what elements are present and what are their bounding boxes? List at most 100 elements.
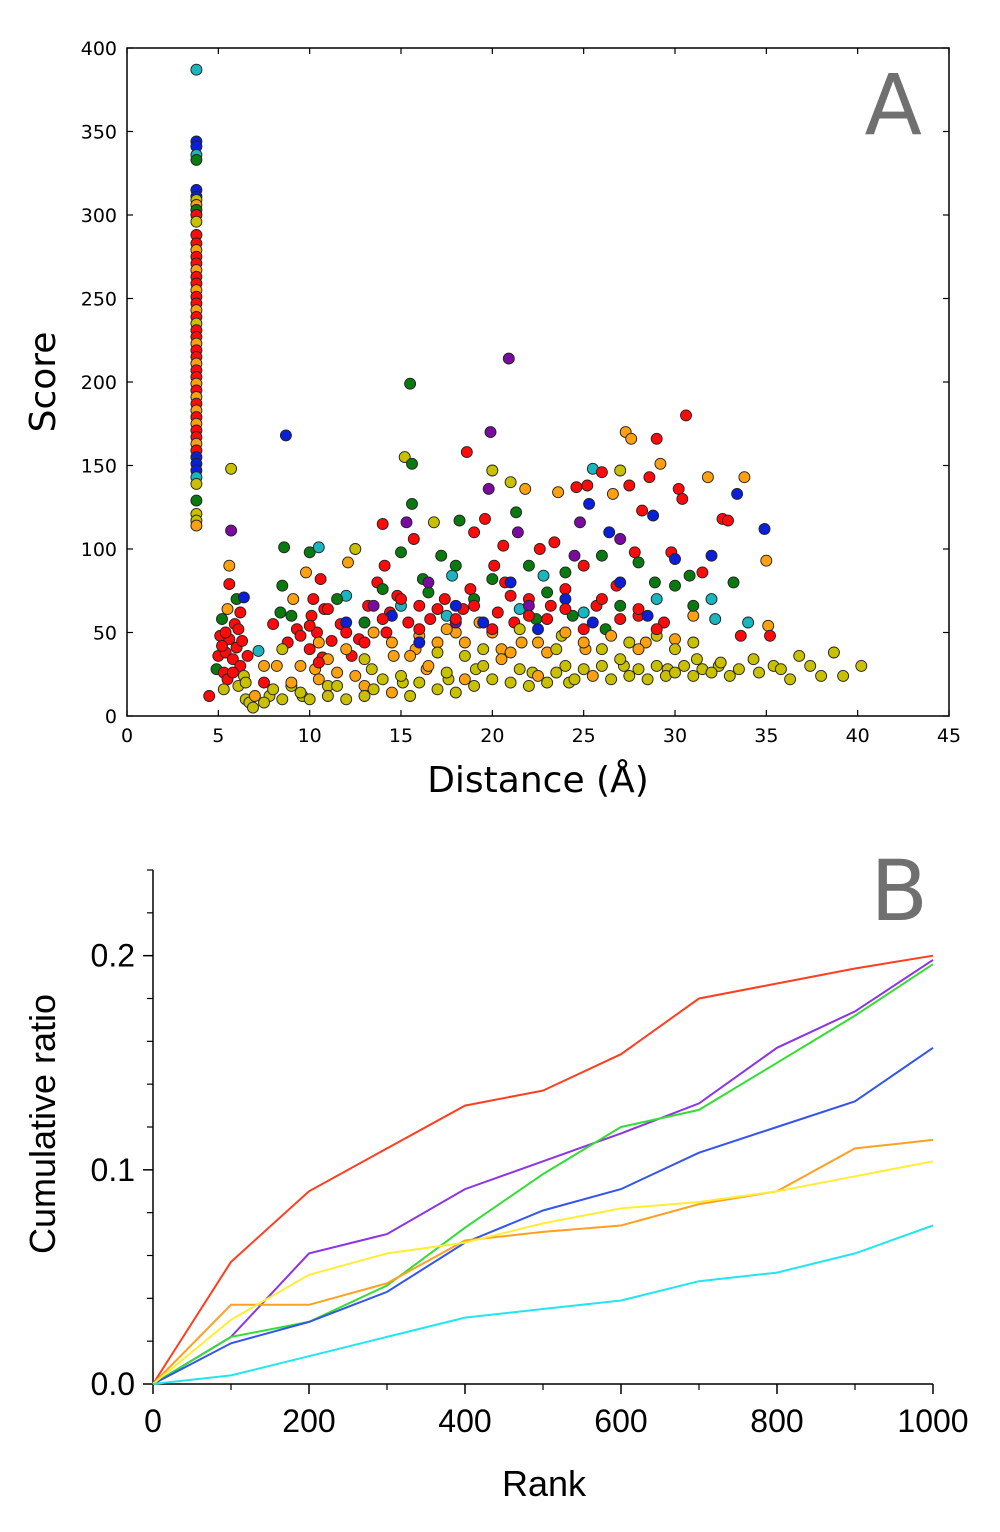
scatter-point: [274, 606, 287, 619]
scatter-point: [625, 432, 638, 445]
scatter-point: [358, 690, 371, 702]
scatter-point: [636, 504, 649, 517]
scatter-point: [658, 616, 670, 629]
scatter-point: [497, 539, 510, 552]
scatter-point: [648, 576, 661, 589]
x-tick-label-a: 40: [846, 725, 870, 747]
scatter-point: [449, 613, 462, 626]
scatter-point: [285, 609, 298, 622]
scatter-point: [331, 679, 344, 692]
scatter-point: [650, 593, 663, 606]
scatter-point: [643, 471, 656, 484]
scatter-point: [267, 683, 280, 696]
scatter-point: [753, 666, 765, 679]
scatter-point: [678, 659, 691, 672]
scatter-point: [479, 512, 491, 525]
scatter-point: [577, 663, 590, 676]
scatter-point: [815, 669, 828, 682]
scatter-point: [544, 599, 557, 612]
scatter-point: [458, 649, 471, 662]
scatter-point: [537, 569, 550, 582]
x-tick-label-a: 5: [212, 725, 224, 747]
y-axis-title-b: Cumulative ratio: [22, 994, 63, 1254]
scatter-point: [687, 636, 700, 649]
scatter-point: [764, 629, 776, 642]
scatter-point: [216, 613, 228, 626]
scatter-point: [312, 541, 325, 554]
x-tick-label-a: 45: [937, 725, 961, 747]
scatter-point: [241, 649, 254, 662]
scatter-point: [731, 487, 744, 500]
scatter-point: [404, 377, 417, 390]
series-line-6: [152, 1160, 934, 1385]
scatter-point: [449, 686, 462, 699]
scatter-point: [541, 613, 554, 626]
scatter-point: [325, 634, 338, 647]
scatter-point: [404, 649, 417, 662]
scatter-point: [639, 636, 652, 649]
scatter-point: [239, 676, 252, 689]
scatter-point: [586, 669, 599, 682]
scatter-point: [504, 589, 517, 602]
scatter-point: [376, 518, 389, 530]
scatter-point: [190, 153, 203, 166]
scatter-point: [687, 609, 700, 622]
scatter-point: [595, 643, 608, 656]
scatter-point: [614, 613, 627, 626]
scatter-point: [407, 533, 420, 545]
scatter-point: [276, 643, 289, 656]
scatter-point: [440, 666, 453, 679]
scatter-point: [431, 646, 444, 659]
axis-ticks-a: 0 5 10 15 20 25 30 35 40 45 0 50 100 150 200 250 300 350 4…: [81, 38, 961, 747]
scatter-point: [586, 616, 599, 629]
scatter-point: [742, 616, 755, 629]
scatter-point: [614, 599, 627, 612]
scatter-point: [486, 573, 499, 586]
scatter-point: [513, 663, 526, 676]
scatter-point: [680, 409, 692, 422]
scatter-point: [690, 653, 703, 666]
scatter-point: [606, 487, 619, 500]
scatter-point: [595, 549, 608, 562]
scatter-point: [365, 663, 378, 676]
scatter-point: [484, 426, 497, 439]
scatter-point: [380, 626, 393, 639]
scatter-point: [402, 616, 415, 629]
scatter-point: [248, 690, 261, 702]
scatter-point: [234, 606, 247, 619]
scatter-point: [568, 673, 581, 686]
scatter-point: [722, 514, 734, 527]
x-tick-label-a: 0: [121, 725, 133, 747]
axes-b: [152, 870, 933, 1385]
scatter-point: [559, 583, 572, 596]
scatter-point: [570, 481, 583, 494]
x-tick-label-b: 200: [282, 1403, 335, 1439]
scatter-point: [641, 673, 654, 686]
scatter-point: [427, 516, 440, 529]
scatter-point: [762, 619, 775, 632]
scatter-point: [696, 566, 709, 579]
scatter-points-layer: [190, 63, 868, 714]
scatter-point: [683, 569, 696, 582]
scatter-point: [404, 690, 417, 702]
scatter-point: [312, 636, 325, 649]
scatter-point: [321, 603, 334, 616]
scatter-point: [533, 543, 546, 555]
series-lines-layer: [152, 954, 934, 1385]
scatter-point: [267, 618, 280, 631]
scatter-point: [632, 643, 645, 656]
scatter-point: [605, 673, 618, 686]
scatter-point: [827, 646, 840, 659]
scatter-point: [225, 462, 238, 475]
scatter-point: [632, 556, 645, 569]
scatter-point: [247, 701, 259, 714]
x-tick-label-b: 600: [594, 1403, 647, 1439]
series-line-4: [152, 1046, 934, 1385]
scatter-point: [190, 215, 203, 228]
scatter-point: [358, 636, 371, 649]
scatter-point: [221, 603, 234, 616]
y-tick-label-a: 150: [81, 456, 117, 478]
scatter-point: [422, 659, 435, 672]
series-line-1: [152, 954, 934, 1385]
scatter-point: [236, 634, 249, 647]
